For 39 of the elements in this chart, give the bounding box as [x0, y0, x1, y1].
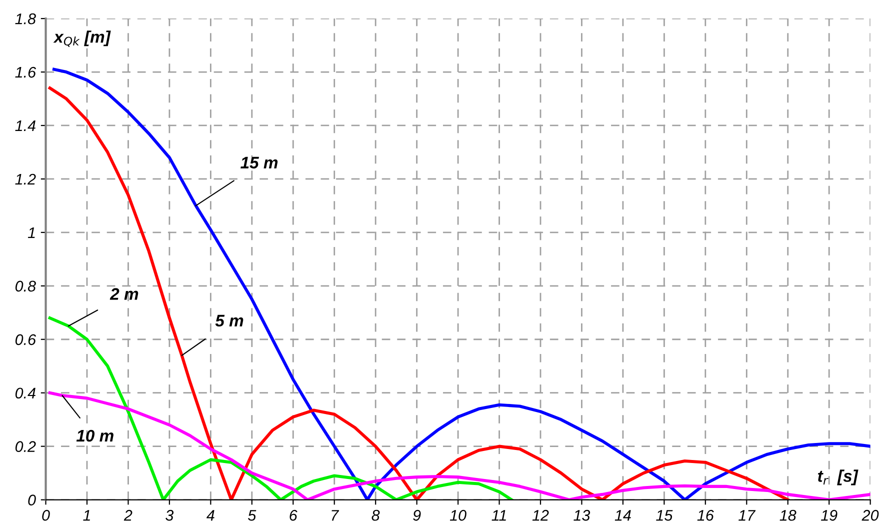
x-tick-label: 17: [738, 510, 756, 521]
y-tick-label: 1.2: [15, 174, 36, 184]
x-tick-label: 2: [124, 510, 132, 521]
x-tick-label: 16: [697, 510, 714, 521]
y-tick-label: 0.8: [15, 280, 36, 292]
x-tick-label: 7: [332, 510, 340, 521]
y-tick-label: 1.6: [15, 66, 36, 78]
x-tick-label: 0: [42, 510, 50, 521]
x-tick-label: 18: [780, 510, 796, 521]
annotation: 5 m: [215, 314, 244, 327]
x-tick-label: 3: [166, 510, 174, 521]
annotation: 2 m: [110, 288, 138, 300]
x-tick-label: 11: [492, 510, 506, 521]
y-tick-label: 1: [28, 227, 35, 238]
y-tick-label: 0: [28, 494, 36, 506]
x-tick-label: 1: [83, 510, 90, 521]
x-tick-label: 5: [248, 510, 256, 521]
x-tick-label: 12: [532, 510, 549, 521]
line-series: [48, 316, 514, 500]
y-tick-label: 1.8: [15, 13, 36, 24]
y-tick-label: 0.6: [15, 334, 36, 346]
x-tick-label: 14: [614, 510, 631, 521]
x-axis-title: t$_{r}$ [s]: [818, 470, 858, 486]
annotation: 15 m: [240, 156, 278, 169]
x-tick-label: 6: [290, 510, 298, 521]
annotation: 10 m: [76, 430, 114, 442]
x-tick-label: 13: [574, 510, 590, 521]
x-tick-label: 9: [413, 510, 421, 521]
x-tick-label: 4: [206, 510, 214, 521]
x-tick-label: 19: [820, 510, 838, 521]
x-tick-label: 15: [656, 510, 673, 521]
x-tick-label: 8: [372, 510, 380, 521]
y-tick-label: 1.4: [15, 120, 36, 132]
x-tick-label: 10: [450, 510, 466, 521]
y-axis-title: x$_{Qk}$ [m]: [53, 30, 111, 47]
line-series: [48, 391, 870, 500]
x-tick-label: 20: [862, 510, 879, 521]
y-tick-label: 0.4: [15, 388, 36, 399]
y-tick-label: 0.2: [15, 441, 36, 452]
